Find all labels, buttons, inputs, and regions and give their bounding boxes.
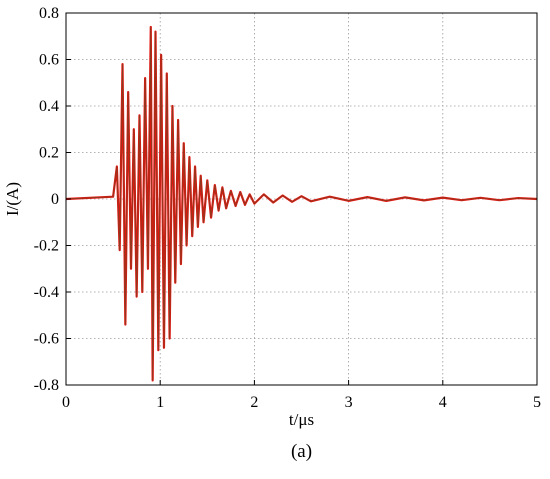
x-tick-label: 3 — [345, 394, 353, 411]
x-tick-label: 0 — [62, 394, 70, 411]
y-tick-label: -0.4 — [34, 284, 59, 301]
x-axis-label: t/μs — [289, 410, 314, 429]
series-line-overlay — [65, 26, 538, 381]
y-tick-label: -0.8 — [34, 377, 59, 394]
x-tick-label: 5 — [533, 394, 541, 411]
y-axis-label: I/(A) — [3, 182, 22, 216]
y-tick-label: -0.2 — [34, 238, 59, 255]
y-tick-label: 0.6 — [39, 52, 59, 69]
y-tick-label: -0.6 — [34, 331, 59, 348]
tick-layer: 0 1 2 3 4 5 0.8 0.6 0.4 0.2 0 -0.2 -0.4 -0.6 -0.8 — [34, 5, 541, 411]
trace-layer — [65, 25, 538, 382]
y-tick-label: 0 — [51, 191, 59, 208]
panel-label: (a) — [291, 441, 312, 462]
series-line — [65, 25, 538, 382]
x-tick-label: 4 — [439, 394, 447, 411]
x-tick-label: 1 — [156, 394, 164, 411]
y-tick-label: 0.4 — [39, 98, 59, 115]
x-tick-label: 2 — [250, 394, 258, 411]
y-tick-label: 0.2 — [39, 145, 59, 162]
y-tick-label: 0.8 — [39, 5, 59, 22]
